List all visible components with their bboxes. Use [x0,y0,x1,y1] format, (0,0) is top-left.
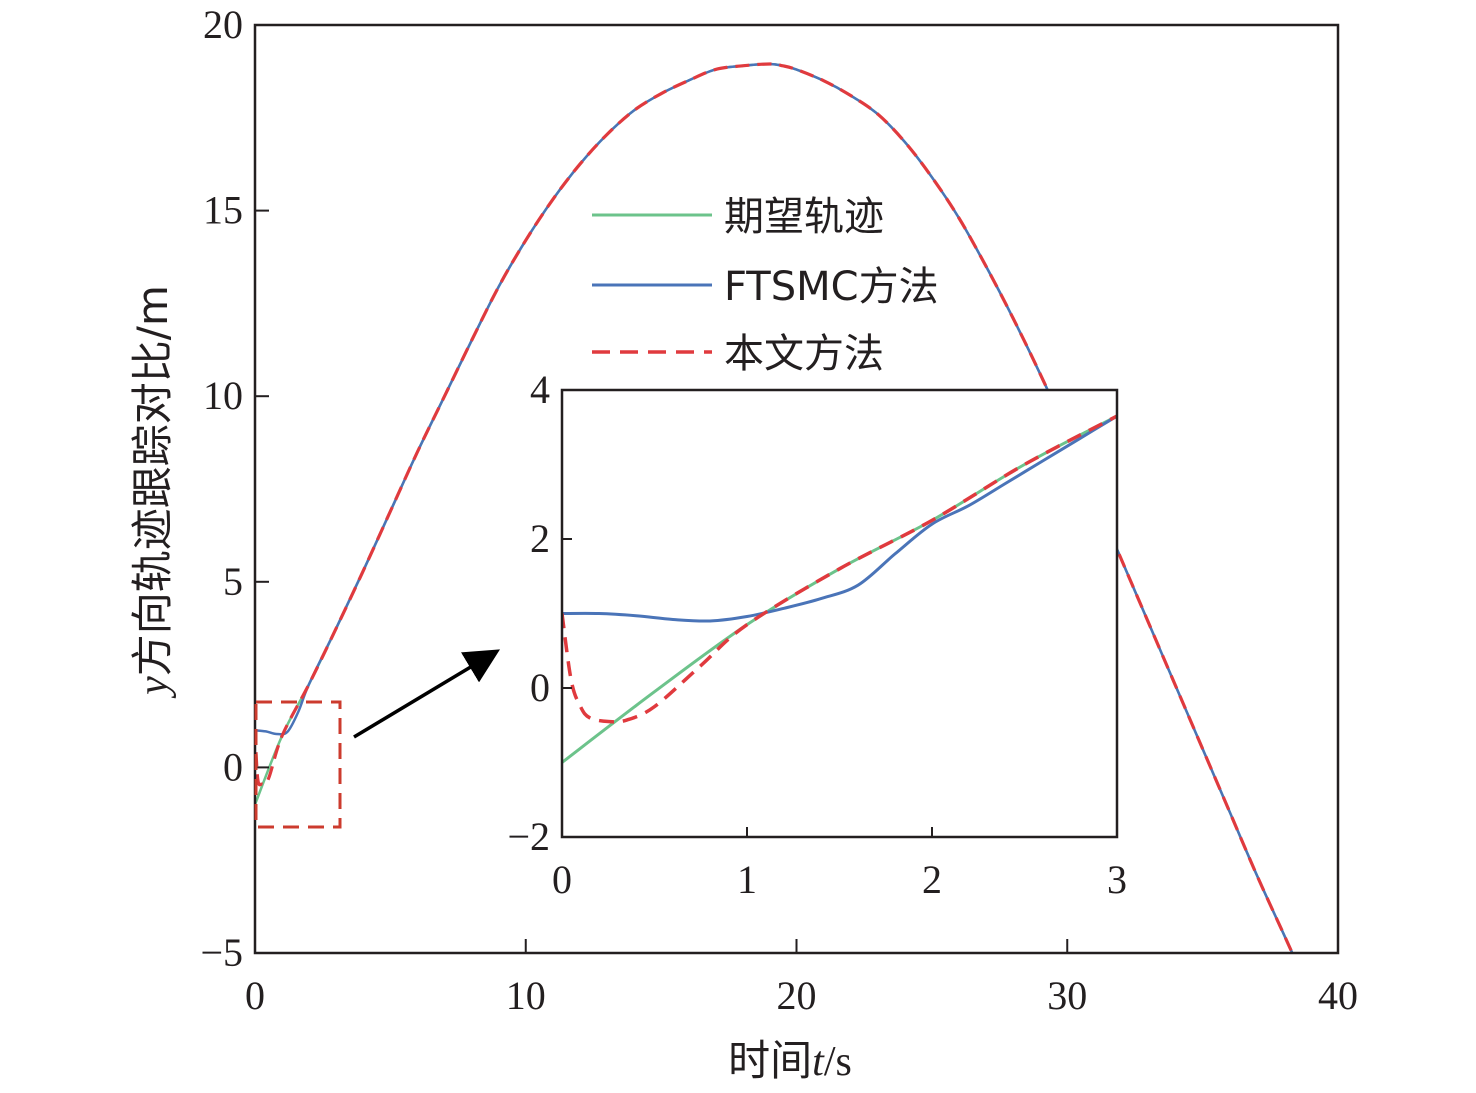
zoom-region-box [254,700,342,829]
inset-x-tick-label: 0 [552,857,572,902]
main-y-tick-label: −5 [200,930,243,975]
main-x-tick-label: 10 [506,973,546,1018]
inset-series-line-2 [562,414,1117,724]
main-y-tick-label: 10 [203,373,243,418]
main-y-tick-label: 5 [223,559,243,604]
legend-label-proposed: 本文方法 [724,331,884,377]
y-axis-title-text: 方向轨迹跟踪对比/m [128,285,177,676]
x-axis-title-unit: /s [824,1039,852,1085]
inset-plot-frame [560,388,1119,839]
inset-x-tick-label: 1 [737,857,757,902]
main-x-ticks: 0 10 20 30 40 [245,939,1358,1018]
zoom-arrow [353,649,501,739]
inset-y-tick-label: −2 [507,814,550,859]
inset-y-tick-label: 0 [530,665,550,710]
main-x-tick-label: 20 [777,973,817,1018]
inset-series-line-1 [562,414,1117,623]
legend-label-ftsmc: FTSMC方法 [724,264,939,310]
y-axis-title-var: y [131,676,177,699]
inset-y-ticks: −2 0 2 4 [507,367,572,859]
main-x-tick-label: 30 [1047,973,1087,1018]
main-y-tick-label: 15 [203,188,243,233]
main-series-line-2 [255,62,1295,953]
inset-x-tick-label: 3 [1107,857,1127,902]
inset-plot-background [562,390,1117,837]
main-y-ticks: −5 0 5 10 15 20 [200,2,269,975]
legend-label-desired: 期望轨迹 [724,194,884,240]
inset-y-tick-label: 2 [530,516,550,561]
x-axis-title-var: t [812,1039,825,1085]
main-x-tick-label: 40 [1318,973,1358,1018]
main-y-tick-label: 20 [203,2,243,47]
inset-series-group [562,414,1117,764]
main-x-tick-label: 0 [245,973,265,1018]
legend: 期望轨迹 FTSMC方法 本文方法 [592,194,939,377]
inset-y-tick-label: 4 [530,367,550,412]
main-series-group [255,62,1295,953]
inset-x-ticks: 0 1 2 3 [552,827,1127,902]
y-axis-title: y方向轨迹跟踪对比/m [128,285,177,699]
x-axis-title-prefix: 时间 [728,1036,812,1085]
main-y-tick-label: 0 [223,744,243,789]
x-axis-title: 时间t/s [728,1036,852,1085]
inset-x-tick-label: 2 [922,857,942,902]
